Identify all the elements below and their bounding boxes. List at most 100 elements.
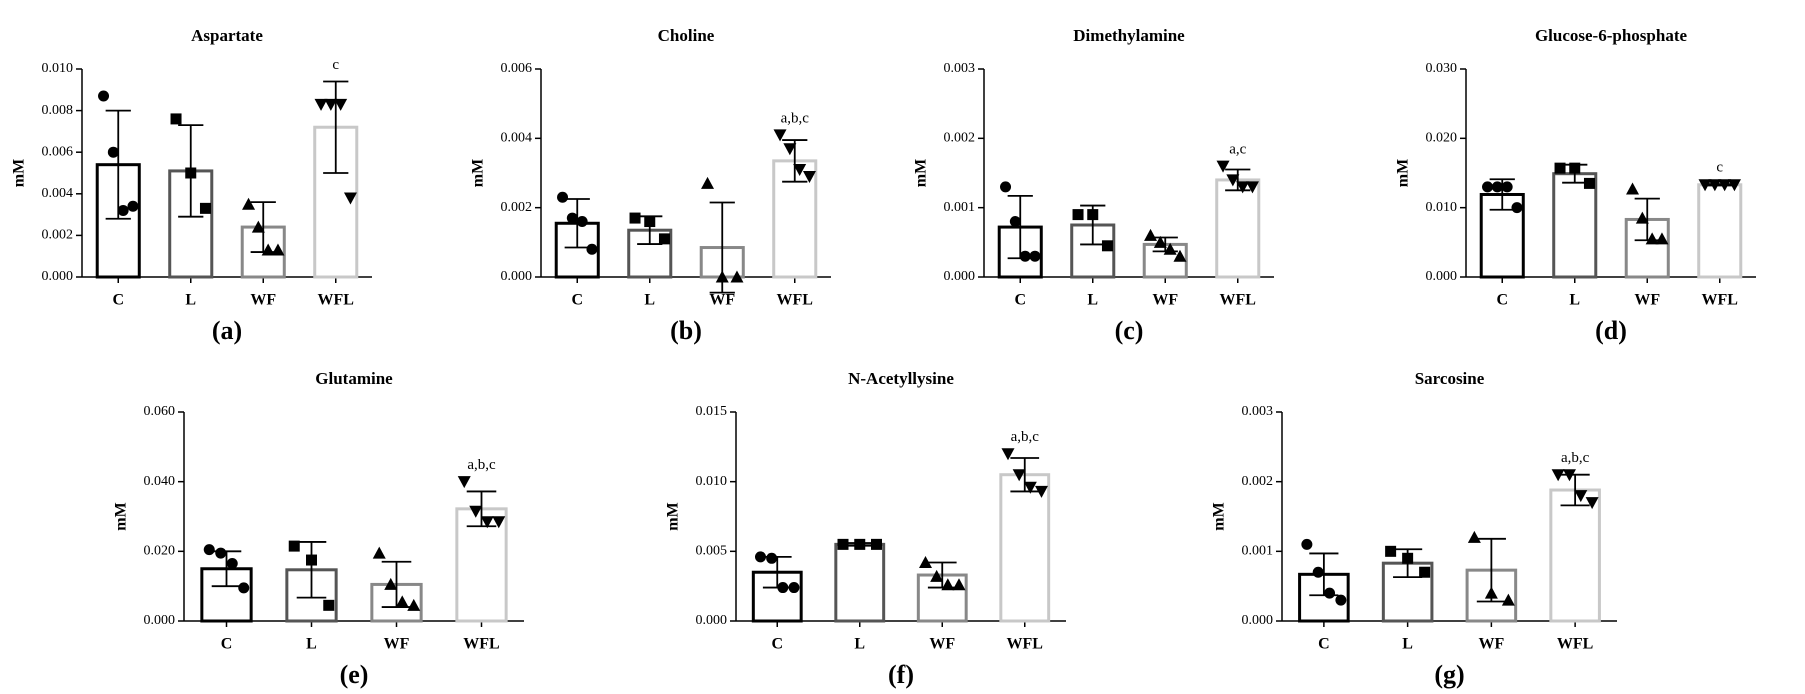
data-point — [919, 555, 933, 568]
data-point — [343, 192, 357, 205]
data-point — [1718, 179, 1732, 192]
error-bar — [1560, 473, 1590, 507]
data-point — [1312, 566, 1324, 578]
y-tick-label: 0.010 — [1426, 200, 1458, 215]
x-tick-label: WFL — [1702, 292, 1738, 309]
data-point — [1023, 481, 1037, 494]
data-point — [480, 516, 494, 529]
y-axis-label: mM — [11, 159, 28, 187]
x-tick-label: C — [112, 292, 124, 309]
data-point — [1012, 469, 1026, 482]
error-bar — [466, 490, 497, 528]
data-point — [837, 538, 849, 550]
data-point — [1419, 566, 1431, 578]
data-point — [730, 270, 744, 283]
x-tick-label: C — [571, 292, 583, 309]
data-point — [1173, 249, 1187, 262]
data-point — [1236, 181, 1250, 194]
data-point — [773, 129, 787, 142]
data-point — [755, 551, 767, 563]
data-point — [793, 164, 807, 177]
x-tick-label: WFL — [1557, 636, 1593, 653]
x-tick-label: WFL — [1220, 292, 1256, 309]
x-tick-label: WFL — [318, 292, 354, 309]
data-point — [199, 202, 211, 214]
x-tick-label: L — [1087, 292, 1098, 309]
data-point — [117, 204, 129, 216]
y-tick-label: 0.005 — [696, 544, 728, 559]
y-tick-label: 0.060 — [144, 404, 176, 419]
y-tick-label: 0.001 — [1242, 544, 1274, 559]
data-point — [1551, 469, 1565, 482]
y-tick-label: 0.030 — [1426, 61, 1458, 76]
data-point — [251, 220, 265, 233]
y-tick-label: 0.015 — [696, 404, 728, 419]
data-point — [1101, 240, 1113, 252]
y-tick-label: 0.020 — [144, 544, 176, 559]
data-point — [1072, 209, 1084, 221]
significance-label: a,b,c — [467, 457, 496, 473]
data-point — [271, 243, 285, 256]
y-axis-label: mM — [1395, 159, 1412, 187]
y-tick-label: 0.003 — [1242, 404, 1274, 419]
data-point — [226, 558, 238, 570]
data-point — [469, 505, 483, 518]
bar — [1697, 183, 1743, 279]
y-axis-label: mM — [913, 159, 930, 187]
y-tick-label: 0.010 — [696, 474, 728, 489]
data-point — [766, 552, 778, 564]
data-point — [1335, 594, 1347, 606]
y-tick-label: 0.010 — [42, 61, 74, 76]
bar — [455, 507, 508, 623]
data-point — [1402, 552, 1414, 564]
data-point — [701, 176, 715, 189]
x-tick-label: C — [1496, 292, 1508, 309]
data-point — [334, 98, 348, 111]
data-point — [1001, 448, 1015, 461]
data-point — [1727, 179, 1741, 192]
error-bar — [296, 541, 327, 599]
data-point — [1583, 177, 1595, 189]
data-point — [870, 538, 882, 550]
significance-label: a,c — [1229, 142, 1246, 158]
data-point — [1484, 586, 1498, 599]
error-bar — [1225, 168, 1251, 192]
data-point — [492, 516, 506, 529]
data-point — [1574, 490, 1588, 503]
error-bar — [1489, 178, 1515, 211]
x-tick-label: WF — [384, 636, 410, 653]
y-tick-label: 0.000 — [1426, 269, 1458, 284]
chart-title: Glutamine — [315, 369, 393, 388]
y-tick-label: 0.020 — [1426, 131, 1458, 146]
data-point — [1009, 216, 1021, 228]
bar — [999, 473, 1051, 623]
panel-label: (c) — [1115, 316, 1144, 345]
data-point — [715, 270, 729, 283]
y-tick-label: 0.002 — [501, 200, 533, 215]
y-axis-label: mM — [665, 502, 682, 530]
data-point — [1019, 250, 1031, 262]
chart-title: Aspartate — [191, 26, 263, 45]
significance-label: a,b,c — [1011, 429, 1040, 445]
x-tick-label: WF — [1634, 292, 1660, 309]
error-bar — [105, 109, 131, 220]
data-point — [306, 554, 317, 566]
x-tick-label: WF — [709, 292, 735, 309]
data-point — [314, 98, 328, 111]
data-point — [1153, 235, 1167, 248]
y-tick-label: 0.002 — [944, 131, 976, 146]
bar — [751, 570, 803, 623]
data-point — [215, 547, 227, 559]
y-axis-label: mM — [113, 502, 130, 530]
data-point — [1655, 232, 1669, 245]
data-point — [1324, 587, 1336, 599]
data-point — [323, 599, 335, 611]
panel-label: (f) — [888, 660, 914, 689]
data-point — [1554, 162, 1566, 174]
x-tick-label: L — [1402, 636, 1413, 653]
data-point — [783, 143, 797, 156]
data-point — [127, 200, 139, 212]
error-bar — [1010, 457, 1040, 493]
data-point — [407, 598, 421, 611]
data-point — [372, 546, 386, 559]
